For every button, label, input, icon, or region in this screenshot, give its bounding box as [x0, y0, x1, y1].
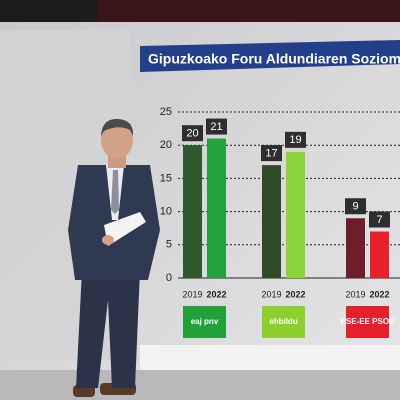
floor	[0, 370, 400, 400]
value-label-box	[206, 118, 227, 135]
x-tick-label: PSE-EE PSOE	[341, 317, 395, 326]
year-label: 2022	[285, 289, 305, 299]
y-tick-label: 5	[166, 239, 172, 251]
year-label: 2019	[261, 289, 281, 299]
value-label: 9	[352, 201, 358, 213]
y-tick-label: 0	[166, 272, 172, 284]
bar	[346, 218, 365, 278]
x-tick-label: eaj pnv	[191, 317, 219, 326]
y-tick-label: 20	[160, 139, 172, 151]
bar	[262, 165, 281, 278]
value-label: 20	[186, 128, 198, 140]
bar	[207, 138, 226, 278]
party-logo	[183, 306, 226, 338]
presenter	[68, 118, 160, 397]
top-screen	[98, 0, 400, 22]
title-banner	[140, 40, 400, 72]
value-label-box	[369, 211, 390, 228]
year-label: 2019	[182, 289, 202, 299]
value-label-box	[261, 145, 282, 162]
value-label: 17	[265, 148, 277, 160]
y-tick-label: 10	[160, 206, 172, 218]
bar	[286, 151, 305, 278]
value-label-box	[182, 125, 203, 142]
year-label: 2019	[345, 289, 365, 299]
year-label: 2022	[369, 289, 389, 299]
x-tick-label: ehbildu	[269, 317, 298, 326]
chart: 0 5 10 15 20 25 20 2019 21 2022 eaj pnv 17 2019 19 202…	[160, 106, 400, 338]
value-label-box	[285, 131, 306, 148]
bar	[370, 231, 389, 278]
year-label: 2022	[206, 289, 226, 299]
y-tick-label: 25	[160, 106, 172, 118]
value-label: 21	[210, 121, 222, 133]
party-logo	[346, 306, 389, 338]
value-label-box	[345, 198, 366, 215]
value-label: 7	[376, 214, 382, 226]
value-label: 19	[289, 134, 301, 146]
party-logo	[262, 306, 305, 338]
chart-title: Gipuzkoako Foru Aldundiaren Soziom	[148, 51, 400, 67]
bar	[183, 145, 202, 278]
y-tick-label: 15	[160, 172, 172, 184]
